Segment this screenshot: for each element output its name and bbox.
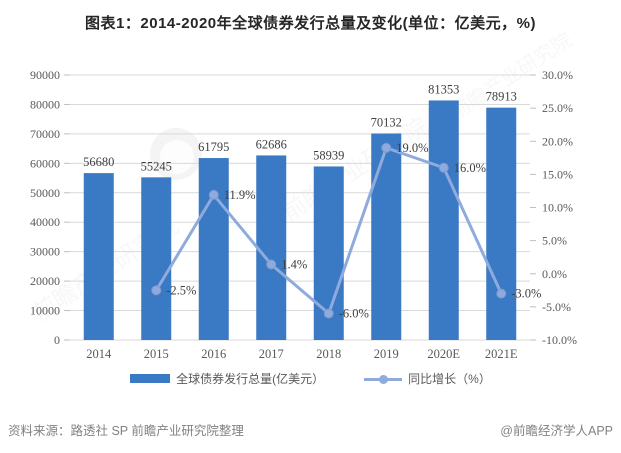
svg-text:0: 0 bbox=[54, 333, 60, 347]
svg-text:25.0%: 25.0% bbox=[542, 101, 573, 115]
svg-text:80000: 80000 bbox=[30, 97, 60, 111]
brand-note: @前瞻经济学人APP bbox=[500, 424, 613, 438]
chart-title: 图表1：2014-2020年全球债券发行总量及变化(单位：亿美元，%) bbox=[85, 15, 536, 32]
svg-text:78913: 78913 bbox=[486, 90, 517, 104]
bar-series-swatch bbox=[130, 374, 171, 383]
svg-text:1.4%: 1.4% bbox=[281, 257, 307, 271]
chart-footer: 资料来源：路透社 SP 前瞻产业研究院整理 @前瞻经济学人APP bbox=[8, 420, 613, 439]
svg-text:-2.5%: -2.5% bbox=[166, 283, 196, 297]
svg-text:30000: 30000 bbox=[30, 245, 60, 259]
legend-item-bars: 全球债券发行总量(亿美元） bbox=[130, 370, 324, 387]
svg-text:19.0%: 19.0% bbox=[396, 141, 428, 155]
svg-text:81353: 81353 bbox=[428, 82, 459, 96]
svg-text:55245: 55245 bbox=[141, 159, 172, 173]
svg-text:10.0%: 10.0% bbox=[542, 201, 573, 215]
svg-text:2021E: 2021E bbox=[485, 347, 518, 361]
legend-label-bars: 全球债券发行总量(亿美元） bbox=[176, 372, 325, 386]
svg-text:20.0%: 20.0% bbox=[542, 134, 573, 148]
svg-text:15.0%: 15.0% bbox=[542, 167, 573, 181]
legend-item-line: 同比增长（%） bbox=[364, 370, 491, 387]
svg-text:90000: 90000 bbox=[30, 68, 60, 82]
svg-text:5.0%: 5.0% bbox=[542, 234, 567, 248]
svg-text:2015: 2015 bbox=[144, 347, 169, 361]
svg-text:58939: 58939 bbox=[313, 148, 344, 162]
svg-text:62686: 62686 bbox=[256, 137, 287, 151]
svg-text:-10.0%: -10.0% bbox=[542, 333, 577, 347]
legend-label-line: 同比增长（%） bbox=[408, 372, 491, 386]
chart-legend: 全球债券发行总量(亿美元） 同比增长（%） bbox=[0, 370, 621, 387]
svg-text:0.0%: 0.0% bbox=[542, 267, 567, 281]
svg-text:70000: 70000 bbox=[30, 127, 60, 141]
svg-text:2019: 2019 bbox=[374, 347, 399, 361]
svg-text:2018: 2018 bbox=[316, 347, 341, 361]
svg-text:-5.0%: -5.0% bbox=[542, 300, 571, 314]
svg-text:60000: 60000 bbox=[30, 156, 60, 170]
svg-text:16.0%: 16.0% bbox=[454, 161, 486, 175]
source-note: 资料来源：路透社 SP 前瞻产业研究院整理 bbox=[8, 424, 244, 438]
svg-text:56680: 56680 bbox=[83, 155, 114, 169]
chart-svg: 0 10000 20000 30000 40000 50000 60000 70000 8000… bbox=[30, 68, 577, 361]
line-series-swatch bbox=[364, 374, 403, 384]
svg-text:-6.0%: -6.0% bbox=[339, 307, 369, 321]
svg-text:2020E: 2020E bbox=[427, 347, 460, 361]
svg-text:2016: 2016 bbox=[201, 347, 226, 361]
svg-text:50000: 50000 bbox=[30, 186, 60, 200]
svg-text:61795: 61795 bbox=[198, 140, 229, 154]
svg-text:11.9%: 11.9% bbox=[224, 188, 256, 202]
svg-text:10000: 10000 bbox=[30, 304, 60, 318]
svg-text:2014: 2014 bbox=[86, 347, 112, 361]
svg-text:-3.0%: -3.0% bbox=[511, 287, 541, 301]
svg-text:20000: 20000 bbox=[30, 274, 60, 288]
svg-text:40000: 40000 bbox=[30, 215, 60, 229]
svg-text:2017: 2017 bbox=[259, 347, 284, 361]
svg-text:30.0%: 30.0% bbox=[542, 68, 573, 82]
svg-text:70132: 70132 bbox=[371, 116, 402, 130]
